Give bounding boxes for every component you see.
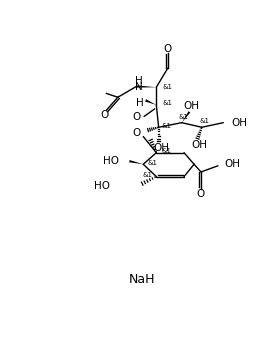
Text: O: O (164, 44, 172, 54)
Text: &1: &1 (161, 123, 171, 129)
Polygon shape (129, 160, 143, 164)
Text: OH: OH (231, 118, 247, 128)
Text: &1: &1 (200, 118, 210, 124)
Text: &1: &1 (162, 84, 172, 90)
Text: OH: OH (192, 140, 207, 150)
Text: &1: &1 (148, 160, 157, 166)
Text: HO: HO (94, 181, 110, 191)
Text: OH: OH (153, 143, 169, 153)
Text: OH: OH (224, 159, 240, 169)
Text: H: H (135, 76, 143, 86)
Text: &1: &1 (162, 101, 172, 106)
Text: HO: HO (103, 156, 119, 166)
Text: O: O (197, 188, 205, 198)
Text: H: H (136, 98, 144, 108)
Text: O: O (101, 110, 109, 120)
Polygon shape (182, 111, 190, 123)
Polygon shape (136, 85, 156, 88)
Text: N: N (135, 82, 143, 92)
Text: O: O (132, 111, 140, 121)
Text: NaH: NaH (129, 273, 156, 286)
Text: &1: &1 (161, 148, 171, 154)
Text: O: O (132, 129, 140, 139)
Text: &1: &1 (178, 114, 188, 119)
Text: OH: OH (184, 102, 200, 111)
Polygon shape (145, 99, 156, 105)
Text: &1: &1 (142, 172, 152, 178)
